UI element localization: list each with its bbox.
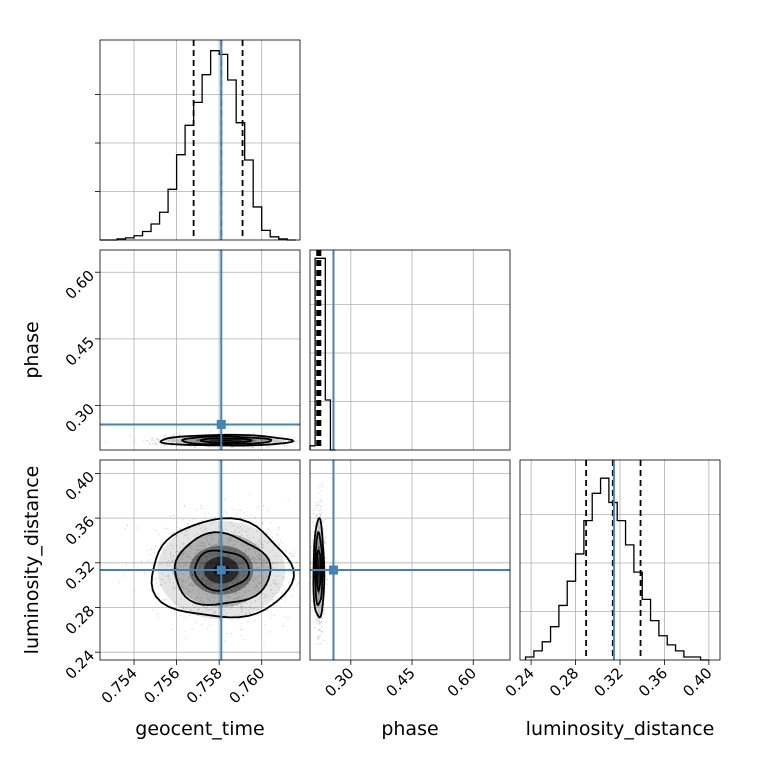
panel-geocent-time-vs-phase-truth-marker — [216, 419, 226, 429]
panel-phase-vs-luminosity-distance-xtick-label: 0.45 — [383, 664, 419, 700]
hist-geocent-time-frame — [99, 39, 301, 241]
xlabel-phase: phase — [381, 718, 438, 740]
panel-geocent-time-vs-luminosity-distance-ytick-label: 0.36 — [62, 512, 98, 548]
panel-geocent-time-vs-luminosity-distance-xtick-label: 0.760 — [225, 664, 268, 707]
panel-geocent-time-vs-phase-content — [100, 250, 300, 450]
panel-geocent-time-vs-phase-contour — [159, 433, 295, 447]
hist-luminosity-distance-xtick-label: 0.24 — [502, 664, 538, 700]
hist-luminosity-distance-frame — [519, 459, 721, 661]
hist-luminosity-distance-xtick-label: 0.40 — [679, 664, 715, 700]
panel-geocent-time-vs-phase-ytick-label: 0.60 — [62, 267, 98, 303]
panel-geocent-time-vs-luminosity-distance-ytick-label: 0.32 — [62, 557, 98, 593]
panel-geocent-time-vs-phase-ytick-label: 0.30 — [62, 400, 98, 436]
panel-geocent-time-vs-luminosity-distance-xtick-label: 0.754 — [98, 664, 141, 707]
panel-geocent-time-vs-luminosity-distance-truth-marker — [216, 565, 226, 575]
hist-luminosity-distance-xtick-label: 0.32 — [590, 664, 626, 700]
panel-geocent-time-vs-luminosity-distance-xtick-label: 0.756 — [140, 664, 183, 707]
hist-luminosity-distance-xtick-label: 0.28 — [546, 664, 582, 700]
ylabel-luminosity-distance: luminosity_distance — [21, 466, 43, 655]
panel-geocent-time-vs-luminosity-distance-xtick-label: 0.758 — [183, 664, 226, 707]
panel-geocent-time-vs-phase-contour — [181, 435, 273, 446]
panel-phase-vs-luminosity-distance-content — [310, 460, 510, 660]
hist-geocent-time-steps — [100, 50, 296, 241]
panel-geocent-time-vs-phase-frame — [99, 249, 301, 451]
panel-geocent-time-vs-luminosity-distance-ytick-label: 0.40 — [62, 468, 98, 504]
xlabel-luminosity-distance: luminosity_distance — [526, 718, 715, 740]
ylabel-phase: phase — [21, 321, 43, 378]
panel-geocent-time-vs-luminosity-distance-content — [100, 460, 300, 660]
panel-phase-vs-luminosity-distance-xtick-label: 0.30 — [321, 664, 357, 700]
panel-phase-vs-luminosity-distance-xtick-label: 0.60 — [444, 664, 480, 700]
panel-phase-vs-luminosity-distance-truth-marker — [328, 565, 338, 575]
panel-geocent-time-vs-phase-contour — [200, 437, 253, 444]
panel-geocent-time-vs-luminosity-distance-ytick-label: 0.24 — [62, 647, 98, 683]
panel-geocent-time-vs-luminosity-distance-ytick-label: 0.28 — [62, 602, 98, 638]
panel-phase-vs-luminosity-distance-frame — [309, 459, 511, 661]
panel-geocent-time-vs-luminosity-distance-frame — [99, 459, 301, 661]
hist-luminosity-distance-steps — [524, 477, 709, 661]
hist-luminosity-distance-xtick-label: 0.36 — [635, 664, 671, 700]
hist-phase-frame — [309, 249, 511, 451]
xlabel-geocent-time: geocent_time — [135, 718, 264, 740]
panel-geocent-time-vs-phase-ytick-label: 0.45 — [62, 333, 98, 369]
hist-phase-steps — [309, 257, 336, 451]
